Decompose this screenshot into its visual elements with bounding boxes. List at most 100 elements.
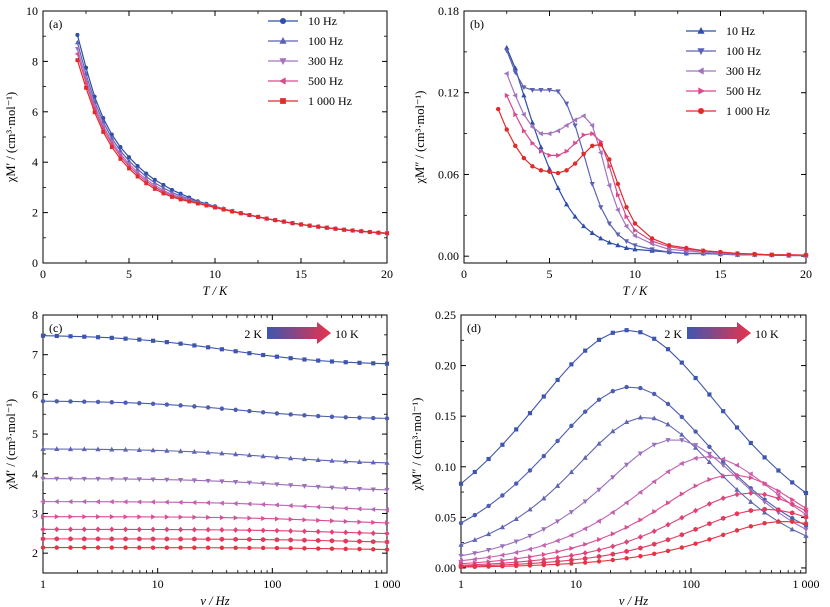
legend-marker [697,48,705,55]
data-point [748,440,753,446]
data-point [127,166,131,171]
data-point [315,504,321,510]
series-line [460,474,807,565]
y-tick-label: 0.15 [435,409,456,423]
data-point [706,459,712,465]
data-point [598,235,604,241]
data-point [136,526,142,533]
data-point [247,408,252,414]
series-line [42,516,388,524]
data-point [615,242,621,248]
data-point [384,530,390,537]
data-point [301,456,308,462]
data-point [721,409,726,414]
panel-label: (a) [49,17,62,31]
legend-entry: 10 Hz [308,14,337,28]
data-point [315,457,321,462]
data-point [762,455,767,460]
data-point [572,117,578,123]
data-point [638,330,643,335]
data-point [315,528,321,535]
data-point [137,536,142,542]
series-1 [40,398,390,421]
data-point [528,554,533,560]
data-point [264,216,269,221]
data-point [54,536,60,542]
data-point [581,151,586,157]
data-point [499,544,505,550]
data-point [219,479,225,485]
data-point [529,119,535,125]
data-point [513,563,519,569]
data-point [596,547,602,553]
data-point [546,166,553,171]
series-0 [458,328,809,496]
data-point [233,536,238,542]
data-point [41,514,46,520]
data-point [679,431,685,437]
legend-marker [279,58,287,65]
data-point [205,405,211,410]
data-point [513,516,519,522]
y-tick-label: 0.12 [438,86,459,100]
data-point [572,213,578,219]
data-point [40,526,46,533]
data-point [178,197,183,202]
data-point [385,520,390,526]
data-point [109,145,114,149]
data-point [707,392,712,397]
data-point [530,140,536,146]
data-point [555,377,560,383]
data-point [205,449,211,455]
data-point [40,476,46,482]
data-point [529,88,535,93]
data-point [370,459,376,465]
data-point [150,499,156,505]
data-point [707,537,712,542]
data-point [555,549,561,555]
data-point [329,359,335,364]
data-point [274,411,280,416]
gradient-arrow [267,322,331,344]
x-tick-label: 15 [295,267,307,281]
data-point [572,123,578,129]
data-point [246,452,252,458]
data-point [735,472,740,478]
data-point [651,479,657,485]
data-point [219,514,225,521]
data-point [68,536,73,542]
data-point [122,446,129,452]
data-point [521,92,527,98]
data-point [458,558,463,564]
data-point [301,484,308,489]
data-point [762,499,768,505]
data-point [637,414,643,420]
y-tick-label: 0.25 [435,308,456,322]
data-point [521,155,527,161]
data-point [233,527,239,533]
data-point [301,528,308,535]
data-point [68,399,73,404]
data-point [385,231,389,236]
data-point [371,415,376,421]
data-point [638,554,643,559]
legend-marker [280,98,286,104]
panel-label: (d) [467,321,481,335]
data-point [649,236,655,241]
data-point [748,524,754,529]
data-point [776,507,781,513]
data-point [538,130,543,137]
data-point [302,546,307,551]
data-point [541,562,547,568]
data-point [541,453,547,459]
data-point [178,545,183,550]
data-point [564,168,569,173]
data-point [597,536,602,543]
data-point [136,477,142,483]
data-point [40,398,46,404]
legend-entry: 1 000 Hz [726,104,770,118]
data-point [665,548,671,554]
y-tick-label: 6 [32,105,38,119]
x-tick-label: 1 [458,577,464,591]
